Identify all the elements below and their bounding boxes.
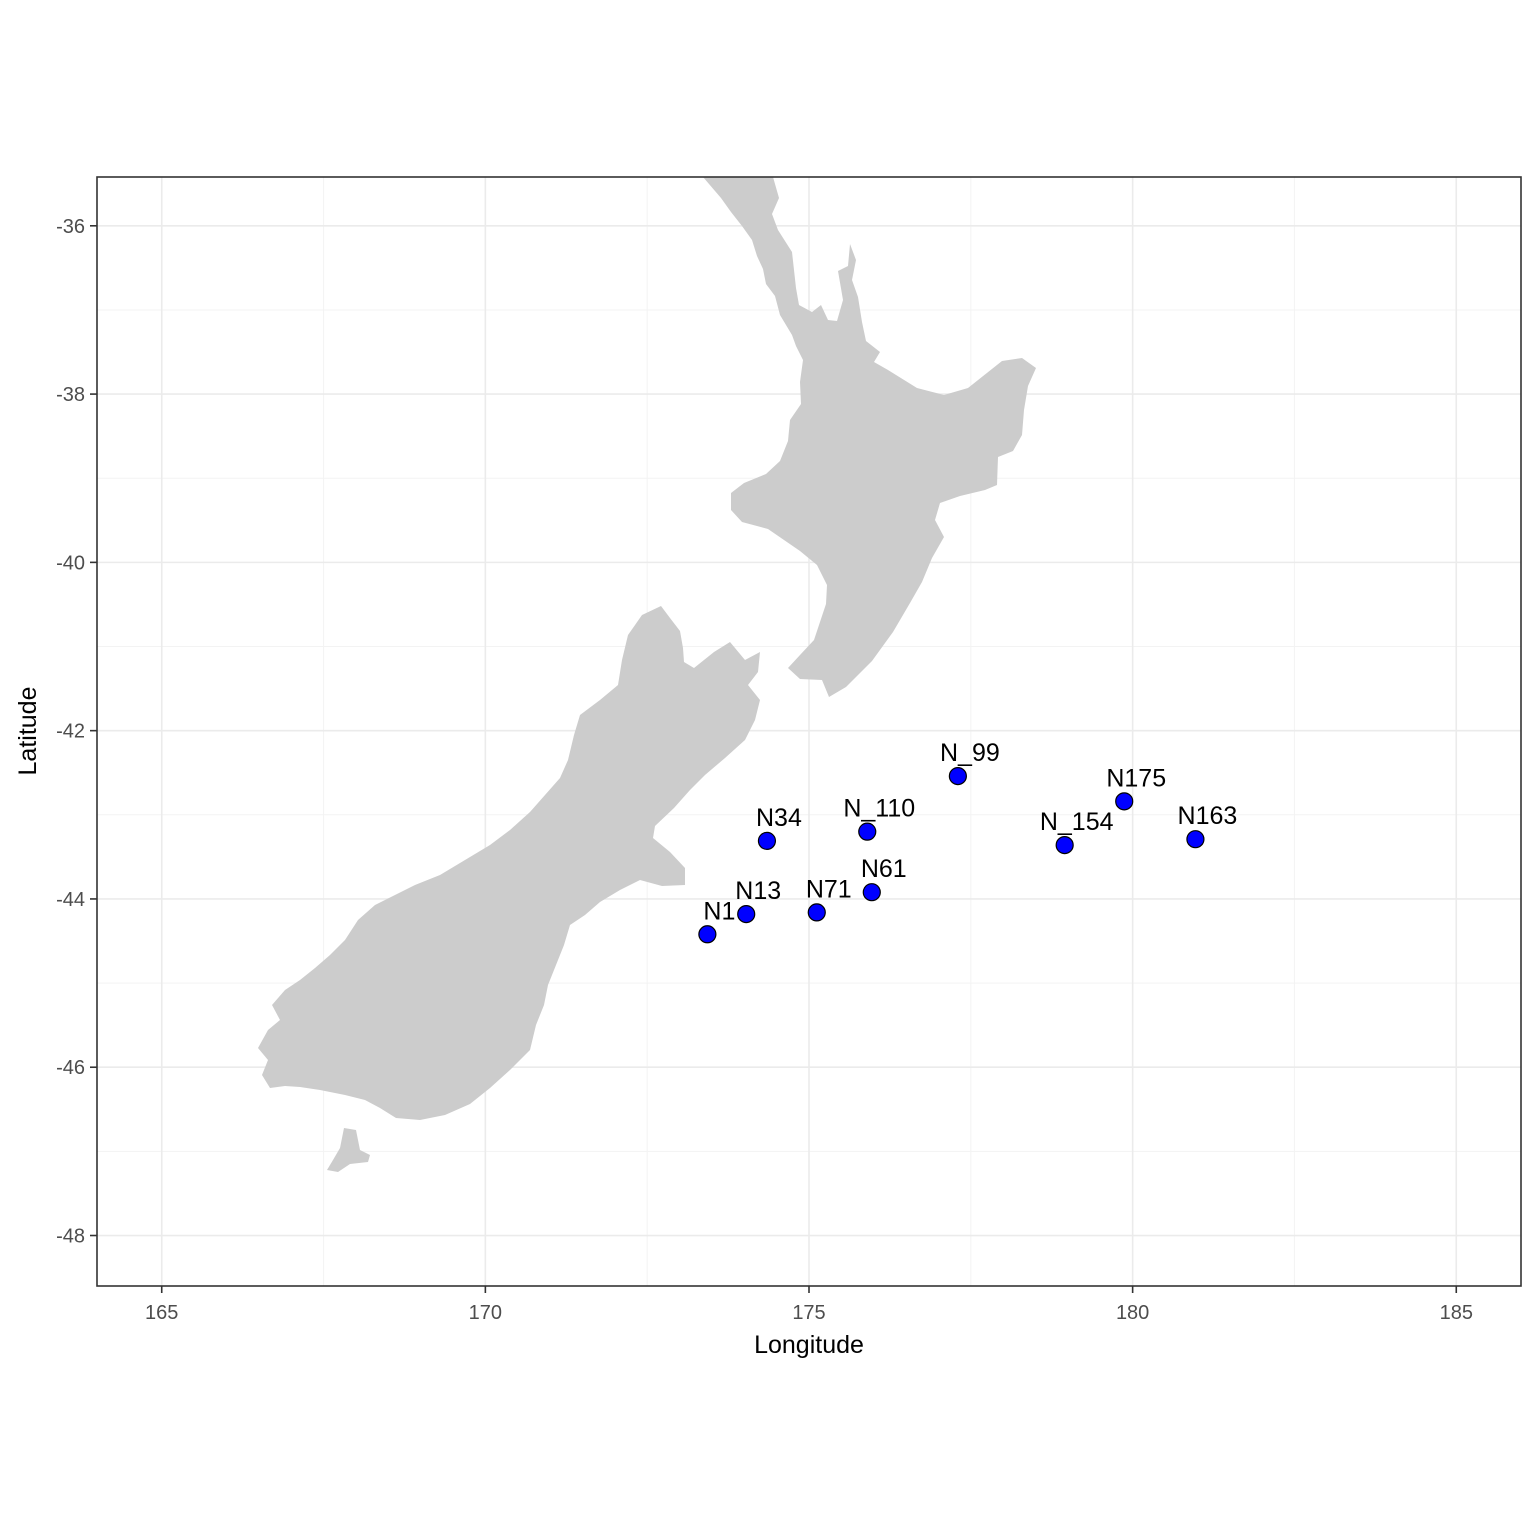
x-axis-title: Longitude <box>754 1331 864 1359</box>
sample-point-label: N_99 <box>940 739 1000 767</box>
sample-point-label: N175 <box>1106 764 1166 792</box>
x-tick-label: 175 <box>792 1302 825 1324</box>
sample-point-label: N1 <box>703 897 735 925</box>
y-tick-label: -36 <box>56 216 85 238</box>
y-tick-label: -44 <box>56 889 85 911</box>
sample-point <box>1186 830 1205 849</box>
sample-point-label: N_110 <box>843 795 915 823</box>
sample-point <box>858 822 877 841</box>
x-axis: 165 170 175 180 185 <box>145 1286 1473 1324</box>
y-tick-label: -48 <box>56 1226 85 1248</box>
y-tick-label: -38 <box>56 384 85 406</box>
y-tick-label: -46 <box>56 1057 85 1079</box>
y-axis-title: Latitude <box>14 687 42 776</box>
y-tick-label: -42 <box>56 721 85 743</box>
sample-point-label: N34 <box>756 804 802 832</box>
stewart-island-shape <box>327 1128 370 1172</box>
sample-point-label: N13 <box>735 877 781 905</box>
sample-point-label: N71 <box>806 875 852 903</box>
land-masses <box>258 177 1036 1172</box>
sample-point-label: N163 <box>1178 802 1238 830</box>
y-tick-label: -40 <box>56 552 85 574</box>
south-island-shape <box>258 606 760 1120</box>
x-tick-label: 165 <box>145 1302 178 1324</box>
sample-point <box>737 904 756 924</box>
sample-point <box>1055 835 1074 855</box>
x-tick-label: 170 <box>469 1302 502 1324</box>
sample-point <box>1115 792 1134 811</box>
sample-point <box>948 766 967 786</box>
x-tick-label: 185 <box>1440 1302 1473 1324</box>
sample-point <box>698 925 717 944</box>
sample-point-label: N61 <box>861 855 907 883</box>
sample-points <box>698 766 1205 944</box>
sample-point <box>757 831 777 850</box>
north-island-shape <box>703 177 1036 697</box>
y-axis: -36 -38 -40 -42 -44 -46 -48 <box>56 216 97 1248</box>
sample-point-label: N_154 <box>1040 808 1114 836</box>
sample-point <box>807 903 826 922</box>
x-tick-label: 180 <box>1116 1302 1149 1324</box>
sample-point <box>862 883 881 902</box>
